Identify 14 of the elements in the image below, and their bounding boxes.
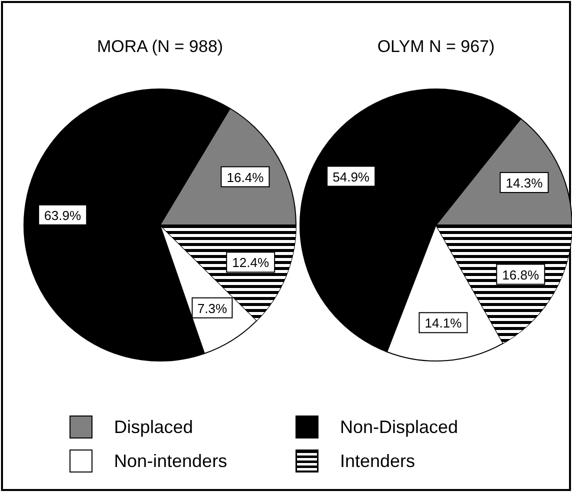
data-label: 14.3% — [506, 176, 544, 191]
legend-label: Non-intenders — [114, 451, 228, 471]
data-label: 14.1% — [424, 316, 462, 331]
legend-label: Displaced — [114, 417, 194, 437]
data-label: 63.9% — [44, 208, 82, 223]
data-label: 16.4% — [226, 170, 264, 185]
legend-label: Intenders — [340, 451, 416, 471]
chart-title: MORA (N = 988) — [96, 37, 224, 56]
data-label: 12.4% — [232, 255, 270, 270]
data-label: 7.3% — [197, 300, 228, 316]
chart-title: OLYM N = 967) — [377, 37, 495, 56]
data-label: 54.9% — [332, 169, 370, 184]
data-label: 16.8% — [502, 267, 540, 282]
legend-label: Non-Displaced — [340, 417, 458, 437]
